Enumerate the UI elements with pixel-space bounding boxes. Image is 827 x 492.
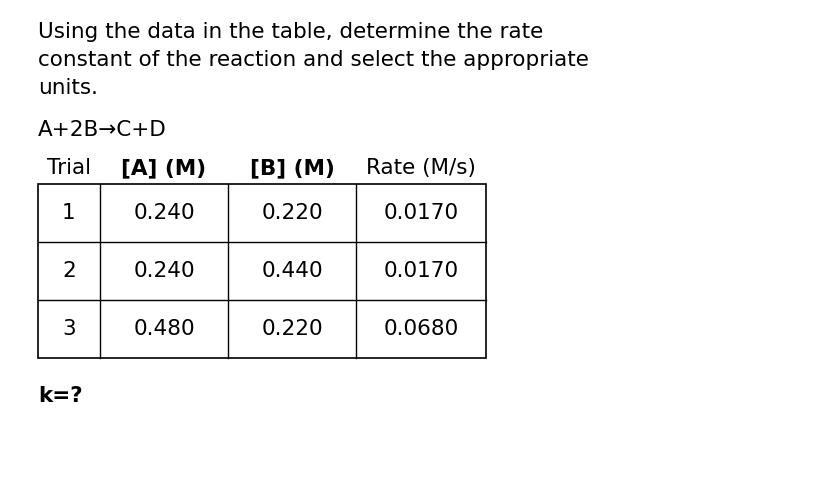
Text: Using the data in the table, determine the rate: Using the data in the table, determine t… bbox=[38, 22, 543, 42]
Text: [B] (M): [B] (M) bbox=[249, 158, 334, 178]
Text: Rate (M/s): Rate (M/s) bbox=[366, 158, 476, 178]
Text: 0.220: 0.220 bbox=[261, 319, 323, 339]
Bar bbox=[38, 184, 485, 358]
Text: 3: 3 bbox=[62, 319, 76, 339]
Text: 0.240: 0.240 bbox=[133, 203, 194, 223]
Text: A+2B→C+D: A+2B→C+D bbox=[38, 120, 166, 140]
Text: 0.240: 0.240 bbox=[133, 261, 194, 281]
Text: constant of the reaction and select the appropriate: constant of the reaction and select the … bbox=[38, 50, 588, 70]
Text: 0.480: 0.480 bbox=[133, 319, 194, 339]
Text: 0.220: 0.220 bbox=[261, 203, 323, 223]
Text: 0.0170: 0.0170 bbox=[383, 203, 458, 223]
Text: [A] (M): [A] (M) bbox=[122, 158, 206, 178]
Text: 0.0170: 0.0170 bbox=[383, 261, 458, 281]
Text: 1: 1 bbox=[62, 203, 76, 223]
Text: Trial: Trial bbox=[47, 158, 91, 178]
Text: 0.0680: 0.0680 bbox=[383, 319, 458, 339]
Text: 0.440: 0.440 bbox=[261, 261, 323, 281]
Text: units.: units. bbox=[38, 78, 98, 98]
Text: k=?: k=? bbox=[38, 386, 83, 406]
Text: 2: 2 bbox=[62, 261, 76, 281]
